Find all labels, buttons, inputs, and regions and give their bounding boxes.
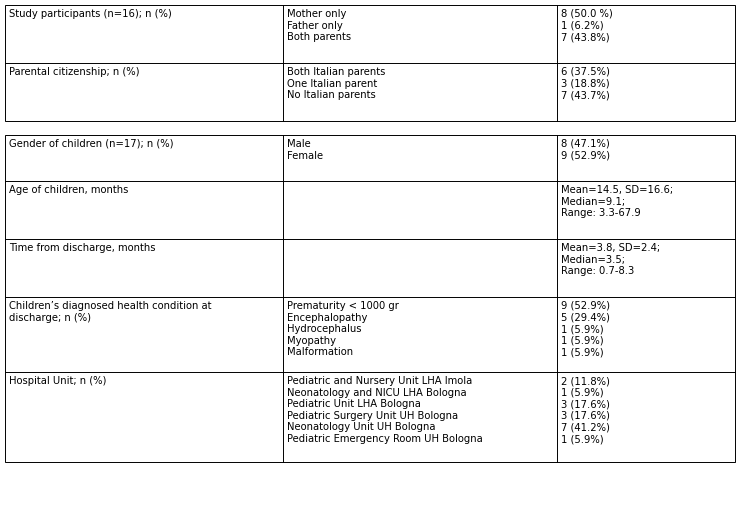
Text: Mean=3.8, SD=2.4;
Median=3.5;
Range: 0.7-8.3: Mean=3.8, SD=2.4; Median=3.5; Range: 0.7… [561,243,660,276]
Text: 2 (11.8%)
1 (5.9%)
3 (17.6%)
3 (17.6%)
7 (41.2%)
1 (5.9%): 2 (11.8%) 1 (5.9%) 3 (17.6%) 3 (17.6%) 7… [561,376,610,444]
Text: Both Italian parents
One Italian parent
No Italian parents: Both Italian parents One Italian parent … [287,67,385,100]
Text: Mother only
Father only
Both parents: Mother only Father only Both parents [287,9,351,42]
Text: Time from discharge, months: Time from discharge, months [9,243,156,253]
Text: Children’s diagnosed health condition at
discharge; n (%): Children’s diagnosed health condition at… [9,301,212,322]
Text: Parental citizenship; n (%): Parental citizenship; n (%) [9,67,139,77]
Text: Gender of children (n=17); n (%): Gender of children (n=17); n (%) [9,139,173,149]
Text: Study participants (n=16); n (%): Study participants (n=16); n (%) [9,9,172,19]
Bar [5,135,735,462]
Text: 8 (50.0 %)
1 (6.2%)
7 (43.8%): 8 (50.0 %) 1 (6.2%) 7 (43.8%) [561,9,612,42]
Text: 9 (52.9%)
5 (29.4%)
1 (5.9%)
1 (5.9%)
1 (5.9%): 9 (52.9%) 5 (29.4%) 1 (5.9%) 1 (5.9%) 1 … [561,301,610,357]
Bar [5,5,735,121]
Text: Mean=14.5, SD=16.6;
Median=9.1;
Range: 3.3-67.9: Mean=14.5, SD=16.6; Median=9.1; Range: 3… [561,185,673,218]
Text: Prematurity < 1000 gr
Encephalopathy
Hydrocephalus
Myopathy
Malformation: Prematurity < 1000 gr Encephalopathy Hyd… [287,301,399,357]
Text: Age of children, months: Age of children, months [9,185,128,195]
Text: 8 (47.1%)
9 (52.9%): 8 (47.1%) 9 (52.9%) [561,139,610,161]
Text: Pediatric and Nursery Unit LHA Imola
Neonatology and NICU LHA Bologna
Pediatric : Pediatric and Nursery Unit LHA Imola Neo… [287,376,483,444]
Text: 6 (37.5%)
3 (18.8%)
7 (43.7%): 6 (37.5%) 3 (18.8%) 7 (43.7%) [561,67,610,100]
Text: Hospital Unit; n (%): Hospital Unit; n (%) [9,376,106,386]
Text: Male
Female: Male Female [287,139,323,161]
